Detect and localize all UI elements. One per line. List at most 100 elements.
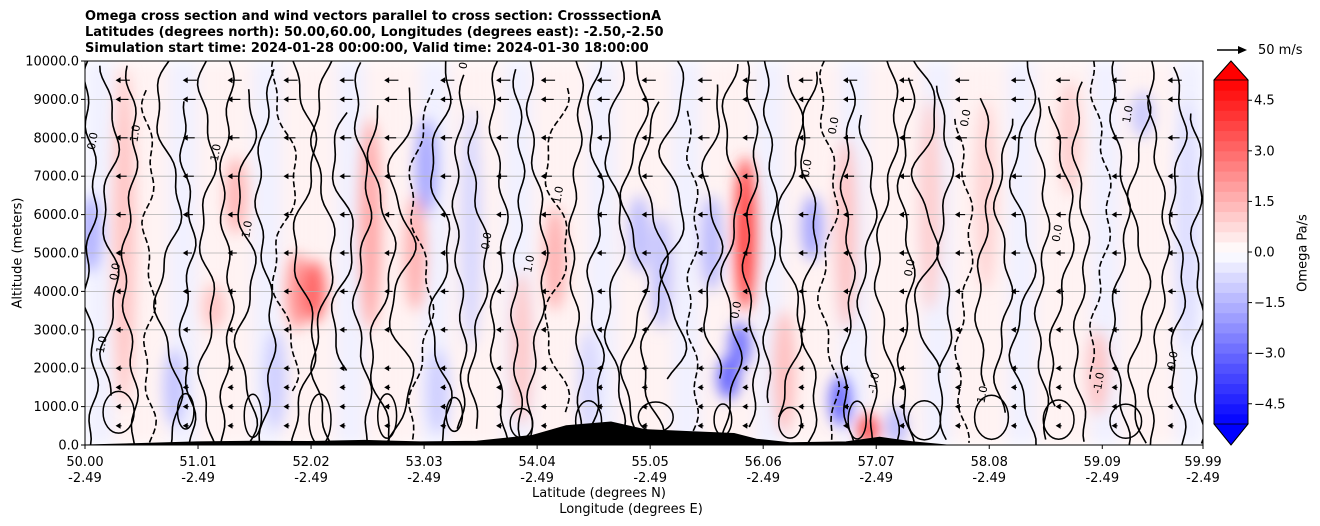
wind-vector-head (843, 326, 849, 333)
wind-vector-head (283, 77, 289, 84)
wind-vector-head (1111, 134, 1117, 141)
wind-vector-head (283, 211, 289, 218)
wind-vector-head (954, 173, 960, 180)
wind-vector-head (339, 134, 345, 141)
contour-label: 1.0 (127, 124, 143, 143)
wind-vector-head (182, 211, 188, 218)
wind-vector-head (339, 77, 345, 84)
wind-vector-head (1010, 77, 1016, 84)
wind-vector-head (1111, 326, 1117, 333)
wind-vector-head (1167, 422, 1173, 429)
x-tick-label-lon: -2.49 (633, 471, 667, 486)
y-tick-label: 9000.0 (34, 93, 80, 108)
wind-vector-head (798, 211, 804, 218)
contour-line (196, 61, 217, 445)
colorbar-outline (1213, 60, 1249, 446)
wind-vector-head (115, 365, 121, 372)
wind-vector-head (641, 173, 647, 180)
wind-vector-head (954, 211, 960, 218)
wind-vector-head (641, 211, 647, 218)
wind-vector-head (641, 326, 647, 333)
wind-vector-head (496, 365, 502, 372)
contour-line (254, 68, 277, 442)
y-tick-label: 10000.0 (25, 55, 79, 70)
colorbar-segment (1214, 211, 1248, 223)
contour-label: 1.0 (94, 335, 110, 354)
wind-vector-head (227, 403, 233, 410)
wind-vector-head (227, 288, 233, 295)
contour-line (120, 65, 140, 444)
wind-vector-head (496, 403, 502, 410)
omega-cell (510, 272, 533, 426)
contour-line-negative (140, 89, 158, 445)
wind-vector-head (641, 422, 647, 429)
wind-vector-head (1055, 77, 1061, 84)
omega-cell (918, 99, 941, 311)
contour-label: 1.0 (550, 185, 566, 204)
wind-vector-head (1010, 288, 1016, 295)
colorbar-segment (1214, 100, 1248, 111)
wind-vector-head (182, 365, 188, 372)
wind-vector-head (440, 365, 446, 372)
x-tick-label-lon: -2.49 (859, 471, 893, 486)
wind-vector-head (1010, 96, 1016, 103)
wind-vector-head (496, 250, 502, 256)
colorbar-segment (1214, 110, 1248, 121)
wind-vector-head (115, 211, 121, 218)
wind-vector-head (898, 403, 904, 410)
wind-vector-head (954, 365, 960, 372)
wind-vector-head (697, 403, 703, 410)
contour-line (152, 61, 184, 445)
colorbar-label: Omega Pa/s (1295, 214, 1311, 292)
wind-vector-head (1167, 134, 1173, 141)
wind-vector-head (641, 365, 647, 372)
contour-line (1189, 113, 1203, 444)
wind-vector-head (283, 173, 289, 180)
wind-vector-head (1055, 384, 1061, 391)
wind-vector-head (641, 288, 647, 295)
contour-label: 0.0 (107, 262, 123, 281)
wind-vector-head (1055, 134, 1061, 141)
colorbar-segment (1214, 312, 1248, 324)
wind-vector-head (227, 422, 233, 429)
colorbar-segment (1214, 140, 1248, 152)
contour-loop (1042, 399, 1075, 440)
wind-vector-head (115, 77, 121, 84)
wind-vector-head (1167, 365, 1173, 372)
wind-vector-head (596, 365, 602, 372)
wind-vector-head (339, 211, 345, 218)
wind-vector-head (1167, 211, 1173, 218)
colorbar-segment (1214, 292, 1248, 304)
wind-vector-head (283, 365, 289, 372)
wind-vector-head (283, 288, 289, 295)
omega-cell (734, 157, 757, 311)
wind-vector-head (384, 211, 390, 218)
colorbar-segment (1214, 353, 1248, 364)
wind-vector-head (1010, 422, 1016, 429)
wind-vector-head (384, 422, 390, 429)
wind-vector-head (954, 326, 960, 333)
contour-line (451, 74, 468, 430)
wind-vector-head (898, 365, 904, 372)
wind-vector-head (339, 96, 345, 103)
wind-vector-head (697, 326, 703, 333)
omega-cell (1086, 329, 1109, 415)
contour-loop (176, 392, 195, 430)
omega-cell (717, 356, 740, 399)
contour-label-layer: 0.0 0.0 1.0 1.0 1.0 1.0 0.0 0.0 1.0 1.0 0.0 0.0 0.0 -… (85, 61, 1181, 404)
wind-vector-head (954, 250, 960, 256)
wind-vector-head (843, 77, 849, 84)
title-line-2: Latitudes (degrees north): 50.00,60.00, … (85, 25, 664, 40)
wind-vector-head (697, 211, 703, 218)
contour-line (386, 87, 417, 442)
wind-vector-head (697, 288, 703, 295)
colorbar-segment (1214, 262, 1248, 273)
contour-line-negative (954, 118, 974, 443)
wind-vector-head (1167, 384, 1173, 391)
wind-vector-head (742, 211, 748, 218)
wind-vector-head (283, 384, 289, 391)
colorbar-segment (1214, 393, 1248, 405)
wind-vector-head (115, 173, 121, 180)
wind-vector-head (1055, 326, 1061, 333)
